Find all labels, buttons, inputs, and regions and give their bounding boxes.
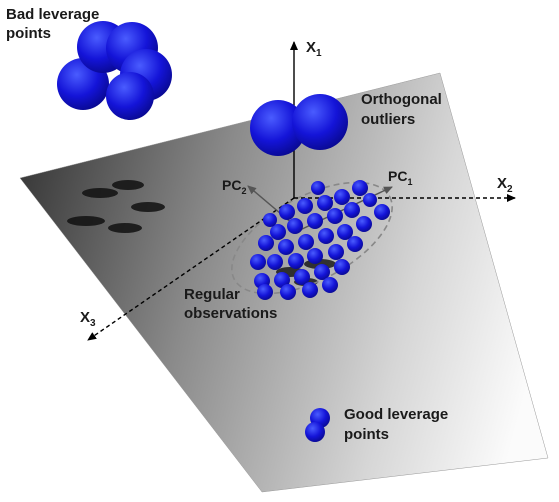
good-leverage-points [305,408,330,442]
good-leverage-label: Good leverage points [344,406,452,443]
orthogonal-outliers [250,94,348,156]
confidence-ellipse [231,181,393,295]
bad-leverage-points [57,21,172,120]
pc2-label: PC2 [222,177,246,196]
bad-leverage-label: Bad leverage points [6,6,104,42]
bad-leverage-shadows [67,180,165,233]
regular-observations [250,180,390,300]
orthogonal-outliers-label: Orthogonal outliers [361,91,446,128]
pc1-label: PC1 [388,168,412,187]
x3-label: X3 [80,309,96,329]
x1-label: X1 [306,39,322,59]
regular-observations-label: Regular observations [184,286,277,322]
x2-label: X2 [497,175,513,195]
